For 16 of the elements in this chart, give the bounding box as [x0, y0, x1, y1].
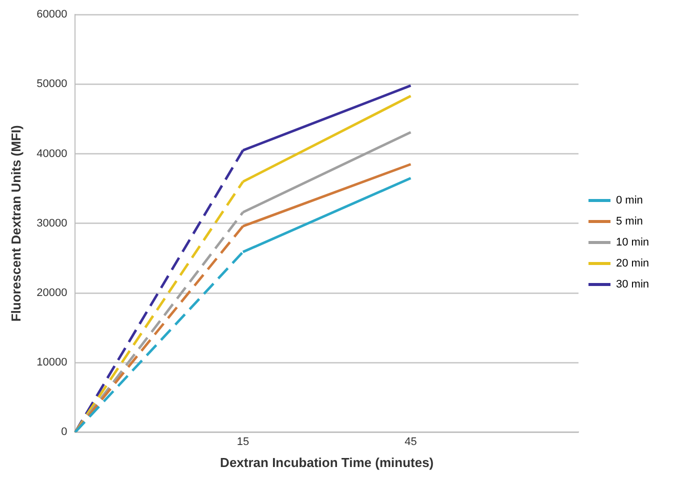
y-axis-title: Fluorescent Dextran Units (MFI) [8, 125, 24, 322]
legend-label: 10 min [616, 236, 650, 249]
legend-label: 5 min [616, 216, 643, 228]
x-tick-label: 45 [404, 436, 417, 448]
x-tick-label: 15 [236, 436, 250, 448]
y-tick-label: 60000 [36, 8, 68, 21]
y-tick-label: 40000 [36, 148, 68, 160]
legend-label: 20 min [616, 258, 650, 270]
y-tick-label: 50000 [36, 78, 68, 90]
y-tick-label: 30000 [36, 217, 68, 230]
y-tick-label: 0 [61, 426, 68, 438]
y-tick-label: 20000 [36, 287, 68, 300]
y-tick-label: 10000 [36, 356, 68, 369]
x-axis-title: Dextran Incubation Time (minutes) [220, 454, 434, 470]
legend-label: 0 min [616, 194, 643, 207]
legend-label: 30 min [616, 278, 650, 291]
